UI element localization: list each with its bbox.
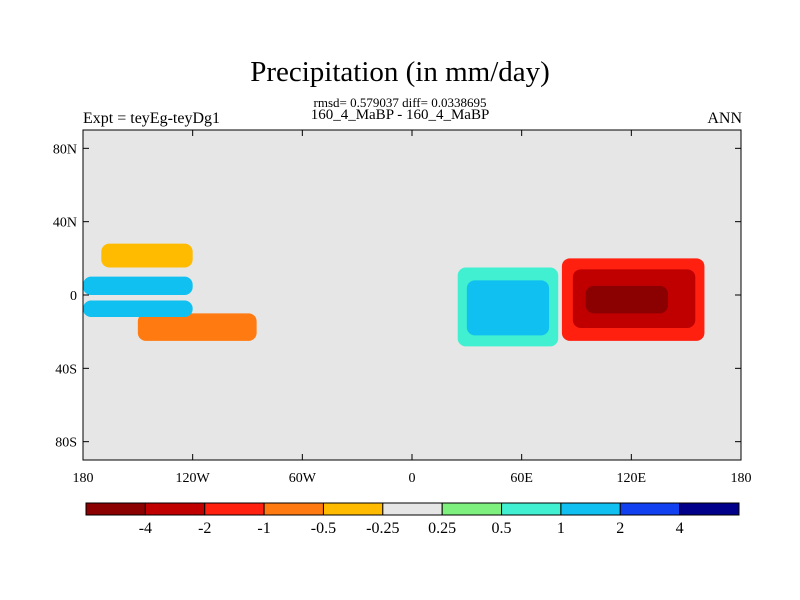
colorbar-label: -1 [257, 520, 270, 537]
colorbar-swatch [501, 502, 562, 516]
colorbar-label: 4 [676, 520, 684, 537]
season-label: ANN [707, 110, 742, 127]
colorbar-swatch [144, 502, 206, 516]
colorbar-label: 0.5 [492, 520, 512, 537]
region-orange-pacific [137, 313, 257, 341]
x-tick-label: 180 [731, 471, 752, 486]
colorbar-label: -4 [139, 520, 152, 537]
y-tick-label: 80N [53, 142, 77, 157]
colorbar-swatch [560, 502, 621, 516]
y-tick-label: 40S [55, 362, 77, 377]
y-tick-label: 40N [53, 216, 77, 231]
x-tick-label: 60E [510, 471, 533, 486]
chart-subtitle: 160_4_MaBP - 160_4_MaBP [310, 107, 490, 123]
colorbar-swatch [322, 502, 384, 516]
x-tick-label: 0 [409, 471, 416, 486]
colorbar-label: 0.25 [428, 520, 456, 537]
colorbar-swatch [204, 502, 265, 516]
x-tick-label: 120E [617, 471, 647, 486]
chart-title: Precipitation (in mm/day) [250, 56, 550, 88]
region-blue-pacific-south [83, 300, 193, 317]
stats-line: rmsd= 0.579037 diff= 0.0338695 [313, 95, 487, 110]
colorbar-label: 2 [616, 520, 624, 537]
x-tick-label: 120W [176, 471, 211, 486]
colorbar-swatch [679, 502, 740, 516]
region-red-east-indian [585, 285, 668, 314]
plot-layer [83, 243, 705, 347]
region-blue-pacific-north [83, 276, 193, 295]
colorbar-swatch [441, 502, 503, 516]
region-cyan-indian [466, 280, 550, 336]
colorbar-label: -2 [198, 520, 211, 537]
experiment-label: Expt = teyEg-teyDg1 [83, 110, 220, 127]
colorbar-swatch [85, 502, 146, 516]
y-tick-label: 0 [70, 289, 77, 304]
x-tick-label: 180 [73, 471, 94, 486]
region-orange-north-pacific [101, 243, 193, 268]
x-tick-label: 60W [289, 471, 317, 486]
colorbar-swatch [619, 502, 681, 516]
colorbar-swatch [263, 502, 324, 516]
colorbar-swatch [382, 502, 443, 516]
colorbar-label: -0.5 [311, 520, 336, 537]
colorbar-label: -0.25 [366, 520, 399, 537]
y-tick-label: 80S [55, 436, 77, 451]
colorbar-label: 1 [557, 520, 565, 537]
